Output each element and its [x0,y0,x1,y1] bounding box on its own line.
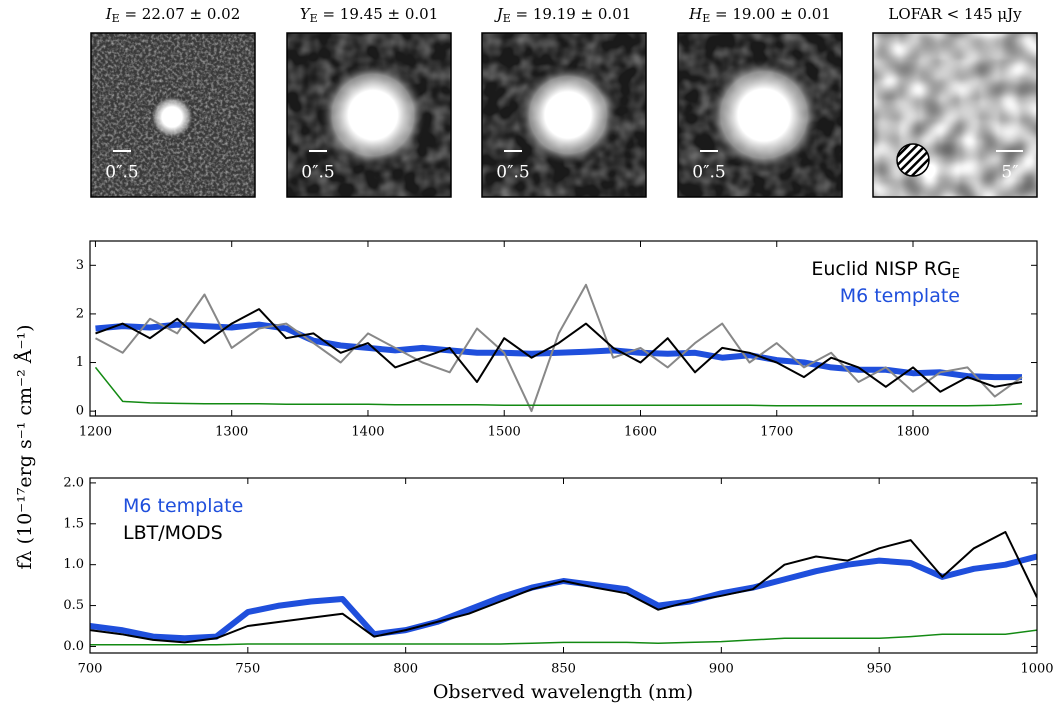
x-tick-label: 1200 [79,425,112,440]
cutout: HE = 19.00 ± 0.01 0″.5 [677,5,843,198]
spectrum-line [90,553,1037,642]
cutout-title: JE = 19.19 ± 0.01 [494,5,632,25]
x-tick-label: 1800 [896,425,929,440]
cutout-symbol: H [688,5,703,23]
scale-label: 0″.5 [692,163,725,183]
x-tick-label: 750 [235,662,260,677]
scale-label: 0″.5 [105,163,138,183]
legend-entry: LBT/MODS [123,522,223,544]
scale-label: 0″.5 [301,163,334,183]
source [706,57,822,173]
y-tick-label: 1.5 [63,516,84,531]
cutout-symbol: I [105,5,113,23]
cutout-value: < 145 μJy [942,5,1022,23]
cutout: LOFAR < 145 μJy 5″ [872,5,1038,198]
cutout-frame [90,32,256,198]
y-tick-label: 2 [76,306,84,321]
scale-label: 5″ [1001,163,1018,183]
spectrum-line [95,321,1022,381]
cutout-symbol: Y [300,5,312,23]
x-tick-label: 800 [393,662,418,677]
cutout: IE = 22.07 ± 0.02 0″.5 [90,5,256,198]
y-tick-label: 1.0 [63,557,84,572]
cutout: JE = 19.19 ± 0.01 0″.5 [481,5,647,198]
source [516,63,620,167]
legend-subscript: E [952,267,960,282]
plot-area [94,283,1023,413]
y-tick-label: 3 [76,258,84,273]
scale-label: 0″.5 [496,163,529,183]
legend-entry: M6 template [123,495,243,517]
cutout: YE = 19.45 ± 0.01 0″.5 [286,5,452,198]
cutout-value: = 19.45 ± 0.01 [318,5,439,23]
legend-entry: M6 template [840,285,960,307]
y-axis-label: fλ (10⁻¹⁷erg s⁻¹ cm⁻² Å⁻¹) [14,324,36,569]
cutout-title: YE = 19.45 ± 0.01 [300,5,439,25]
cutout-subscript: E [112,12,120,25]
cutout-value: = 19.19 ± 0.01 [511,5,632,23]
beam [896,143,930,177]
spectrum-line [94,366,1023,407]
x-tick-label: 900 [709,662,734,677]
cutout-value: = 22.07 ± 0.02 [120,5,241,23]
legend-entry: Euclid NISP RGE [811,258,960,282]
y-tick-label: 0 [76,404,84,419]
plot-area [90,531,1037,646]
cutout-title: LOFAR < 145 μJy [888,5,1022,23]
source [318,60,428,170]
x-tick-label: 1400 [351,425,384,440]
cutout-symbol: LOFAR [888,5,942,23]
spectrum-line [90,531,1037,644]
cutout-title: IE = 22.07 ± 0.02 [105,5,241,25]
y-tick-label: 0.5 [63,598,84,613]
spectrum-line [90,629,1037,646]
spectrum-line [95,308,1023,393]
cutout-frame [481,32,647,198]
y-tick-label: 1 [76,355,84,370]
x-tick-label: 1500 [488,425,521,440]
legend-name: Euclid NISP RG [811,258,951,280]
legend-name: M6 template [123,495,243,517]
cutout-frame [872,32,1038,198]
cutout-symbol: J [494,5,504,23]
legend-name: LBT/MODS [123,522,223,544]
y-tick-label: 0.0 [63,639,84,654]
cutout-frame [677,32,843,198]
cutout-subscript: E [310,12,318,25]
cutout-frame [286,32,452,198]
x-tick-label: 950 [867,662,892,677]
cutout-title: HE = 19.00 ± 0.01 [688,5,831,25]
x-tick-label: 1300 [215,425,248,440]
y-tick-label: 2.0 [63,475,84,490]
legend-name: M6 template [840,285,960,307]
x-tick-label: 1000 [1020,662,1053,677]
spectrum-line [95,283,1023,413]
axes-frame [89,240,1038,417]
x-tick-label: 1600 [624,425,657,440]
cutout-subscript: E [702,12,710,25]
cutout-subscript: E [503,12,511,25]
x-tick-label: 850 [551,662,576,677]
cutout-value: = 19.00 ± 0.01 [710,5,831,23]
x-tick-label: 700 [78,662,103,677]
source [149,94,195,140]
x-axis-label: Observed wavelength (nm) [433,681,693,703]
x-tick-label: 1700 [760,425,793,440]
